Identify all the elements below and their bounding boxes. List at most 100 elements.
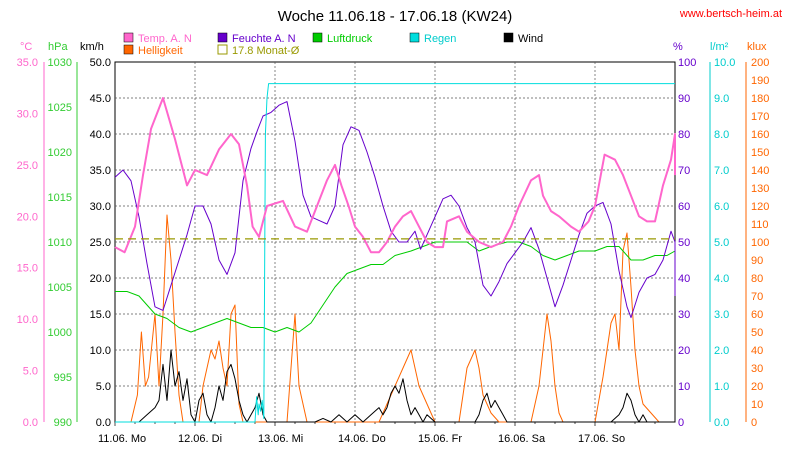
lux-tick-label: 70 <box>751 291 763 303</box>
rain-tick-label: 7.0 <box>714 165 729 177</box>
hum-tick-label: 40 <box>678 273 690 285</box>
lux-tick-label: 110 <box>751 219 769 231</box>
series-temp-a-n <box>114 97 676 254</box>
series-layer <box>114 83 676 423</box>
wind-tick-label: 25.0 <box>90 237 111 249</box>
legend-marker-humidity <box>217 32 228 43</box>
wind-axis-unit: km/h <box>80 41 104 53</box>
rain-axis-unit: l/m² <box>710 41 729 53</box>
legend-label-temp: Temp. A. N <box>138 33 192 45</box>
lux-tick-label: 180 <box>751 93 769 105</box>
x-axis-labels: 11.06. Mo 12.06. Di 13.06. Mi 14.06. Do 15.0… <box>98 433 625 445</box>
lux-tick-label: 50 <box>751 327 763 339</box>
lux-tick-label: 130 <box>751 183 769 195</box>
wind-tick-label: 20.0 <box>90 273 111 285</box>
axis-lines <box>43 62 747 422</box>
legend-label-wind: Wind <box>518 33 543 45</box>
x-label: 13.06. Mi <box>258 433 303 445</box>
rain-tick-label: 8.0 <box>714 129 729 141</box>
x-label: 17.06. So <box>578 433 625 445</box>
temp-tick-label: 20.0 <box>17 211 38 223</box>
rain-tick-label: 9.0 <box>714 93 729 105</box>
hum-axis-ticks: 0 10 20 30 40 50 60 70 80 90 100 <box>678 57 696 429</box>
x-label: 16.06. Sa <box>498 433 546 445</box>
hum-tick-label: 50 <box>678 237 690 249</box>
series-wind <box>115 349 675 423</box>
lux-tick-label: 100 <box>751 237 769 249</box>
x-label: 14.06. Do <box>338 433 386 445</box>
legend-marker-brightness <box>123 44 134 55</box>
rain-tick-label: 1.0 <box>714 381 729 393</box>
temp-axis-unit: °C <box>20 41 32 53</box>
hpa-tick-label: 1010 <box>48 237 72 249</box>
wind-tick-label: 35.0 <box>90 165 111 177</box>
lux-axis-ticks: 0 10 20 30 40 50 60 70 80 90 100 110 120 130 140 150 160… <box>751 57 769 429</box>
hum-tick-label: 60 <box>678 201 690 213</box>
wind-tick-label: 15.0 <box>90 309 111 321</box>
lux-tick-label: 200 <box>751 57 769 69</box>
temp-tick-label: 0.0 <box>23 417 38 429</box>
wind-axis-ticks: 0.0 5.0 10.0 15.0 20.0 25.0 30.0 35.0 40.0 45.0 50… <box>90 57 111 429</box>
source-link[interactable]: www.bertsch-heim.at <box>679 8 782 20</box>
hpa-tick-label: 990 <box>54 417 72 429</box>
hum-tick-label: 10 <box>678 381 690 393</box>
hpa-tick-label: 1025 <box>48 102 72 114</box>
hpa-tick-label: 1015 <box>48 192 72 204</box>
wind-tick-label: 30.0 <box>90 201 111 213</box>
hum-tick-label: 90 <box>678 93 690 105</box>
legend-label-humidity: Feuchte A. N <box>232 33 296 45</box>
series-regen <box>115 83 675 423</box>
axis-unit-labels: °C hPa km/h % l/m² klux <box>20 41 767 53</box>
lux-tick-label: 160 <box>751 129 769 141</box>
lux-tick-label: 40 <box>751 345 763 357</box>
lux-tick-label: 190 <box>751 75 769 87</box>
wind-tick-label: 5.0 <box>96 381 111 393</box>
hum-tick-label: 100 <box>678 57 696 69</box>
lux-tick-label: 170 <box>751 111 769 123</box>
hum-tick-label: 80 <box>678 129 690 141</box>
rain-tick-label: 10.0 <box>714 57 735 69</box>
rain-tick-label: 2.0 <box>714 345 729 357</box>
rain-tick-label: 4.0 <box>714 273 729 285</box>
rain-tick-label: 6.0 <box>714 201 729 213</box>
rain-tick-label: 0.0 <box>714 417 729 429</box>
wind-tick-label: 10.0 <box>90 345 111 357</box>
lux-tick-label: 140 <box>751 165 769 177</box>
hpa-axis-unit: hPa <box>48 41 68 53</box>
series-luftdruck <box>115 241 676 333</box>
hum-tick-label: 70 <box>678 165 690 177</box>
series-feuchte-a-n <box>114 101 676 319</box>
rain-tick-label: 3.0 <box>714 309 729 321</box>
temp-tick-label: 35.0 <box>17 57 38 69</box>
wind-tick-label: 50.0 <box>90 57 111 69</box>
temp-tick-label: 25.0 <box>17 160 38 172</box>
legend-marker-rain <box>409 32 420 43</box>
lux-axis-unit: klux <box>747 41 767 53</box>
legend-label-rain: Regen <box>424 33 456 45</box>
hum-tick-label: 20 <box>678 345 690 357</box>
wind-tick-label: 40.0 <box>90 129 111 141</box>
temp-tick-label: 15.0 <box>17 263 38 275</box>
wind-tick-label: 0.0 <box>96 417 111 429</box>
legend-marker-wind <box>503 32 514 43</box>
legend-marker-pressure <box>312 32 323 43</box>
lux-tick-label: 80 <box>751 273 763 285</box>
lux-tick-label: 20 <box>751 381 763 393</box>
hpa-tick-label: 1005 <box>48 282 72 294</box>
lux-tick-label: 60 <box>751 309 763 321</box>
hpa-tick-label: 1000 <box>48 327 72 339</box>
legend-label-month-avg: 17.8 Monat-Ø <box>232 45 300 57</box>
x-label: 15.06. Fr <box>418 433 462 445</box>
hum-tick-label: 30 <box>678 309 690 321</box>
legend-label-brightness: Helligkeit <box>138 45 183 57</box>
hum-axis-unit: % <box>673 41 683 53</box>
legend-label-pressure: Luftdruck <box>327 33 373 45</box>
wind-tick-label: 45.0 <box>90 93 111 105</box>
temp-tick-label: 5.0 <box>23 366 38 378</box>
lux-tick-label: 0 <box>751 417 757 429</box>
legend-marker-temp <box>123 32 134 43</box>
lux-tick-label: 10 <box>751 399 763 411</box>
lux-tick-label: 90 <box>751 255 763 267</box>
chart-title: Woche 11.06.18 - 17.06.18 (KW24) <box>278 8 513 25</box>
